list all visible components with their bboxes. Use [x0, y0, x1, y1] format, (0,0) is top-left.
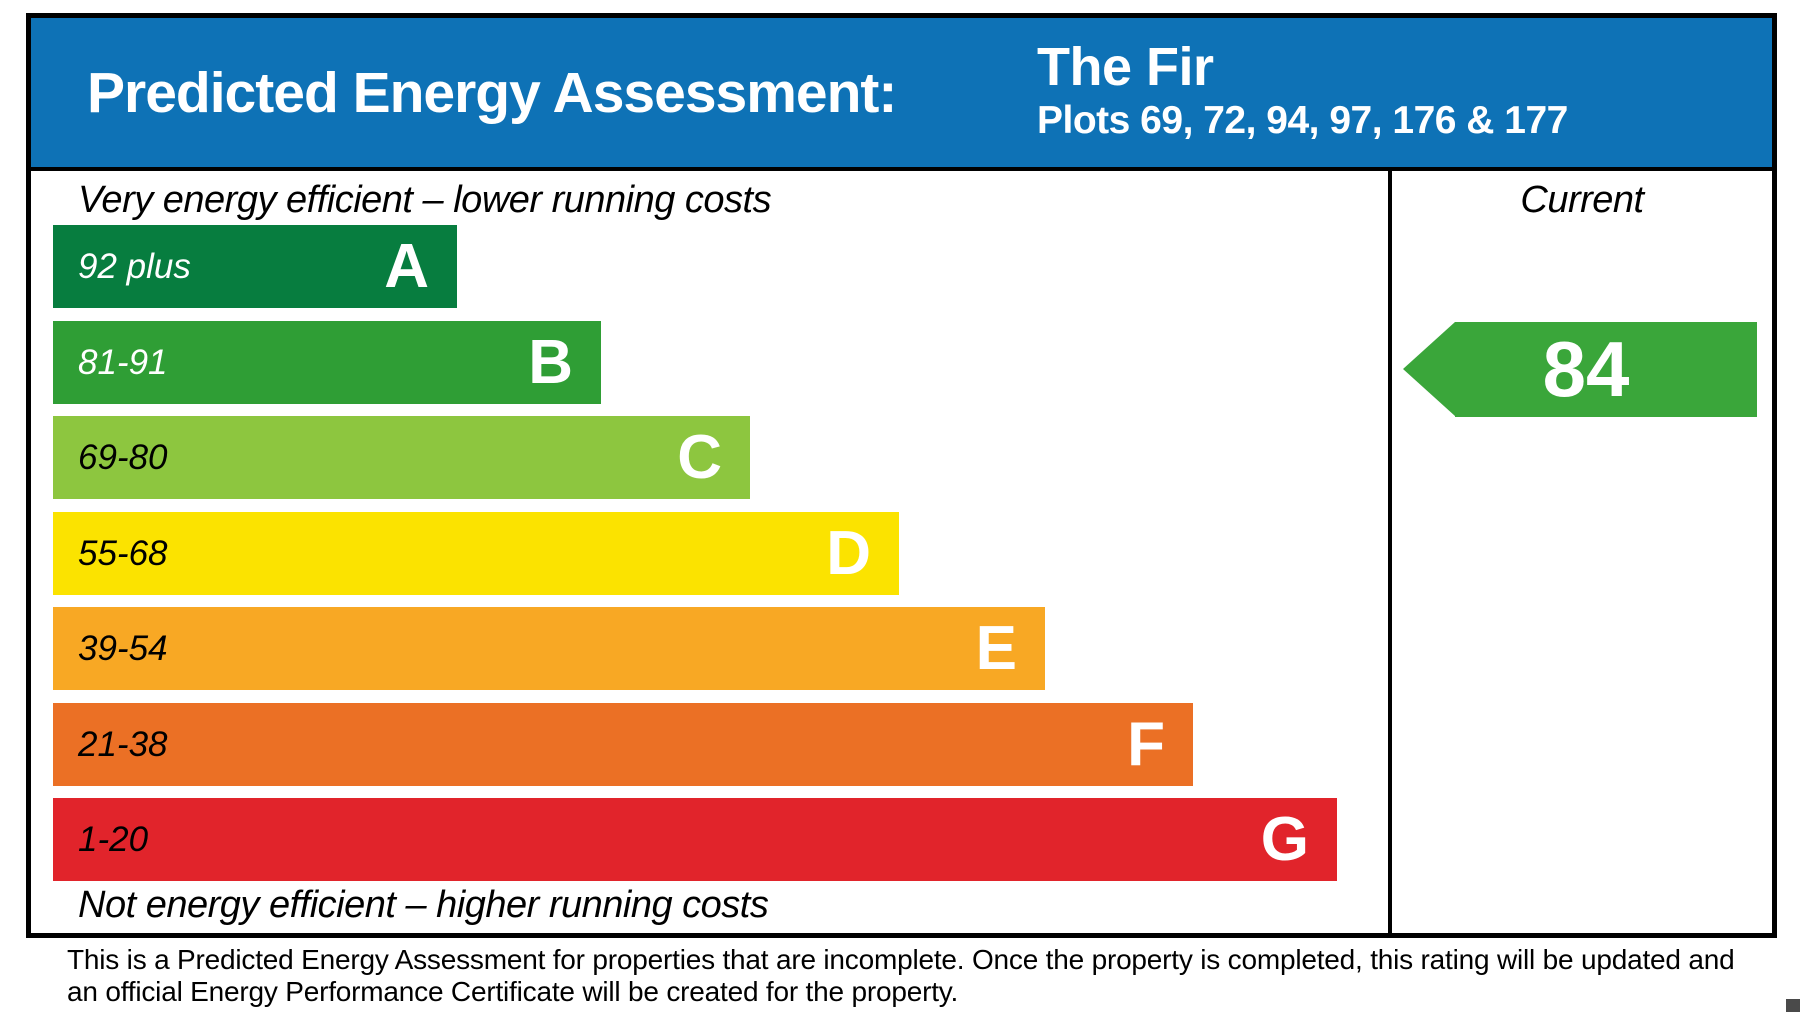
- band-row-a: 92 plus A: [53, 225, 457, 308]
- current-column-label: Current: [1520, 179, 1644, 221]
- band-row-b: 81-91 B: [53, 321, 601, 404]
- band-row-e: 39-54 E: [53, 607, 1045, 690]
- band-range-label: 39-54: [78, 628, 168, 668]
- corner-artifact: [1786, 999, 1800, 1012]
- band-letter: G: [1260, 804, 1309, 874]
- band-letter: C: [677, 422, 722, 492]
- band-row-f: 21-38 F: [53, 703, 1193, 786]
- band-letter: E: [975, 613, 1017, 683]
- footnote-text: This is a Predicted Energy Assessment fo…: [67, 944, 1735, 1007]
- band-range-label: 21-38: [78, 724, 168, 764]
- current-column-divider: [1388, 171, 1392, 933]
- band-letter: D: [826, 518, 871, 588]
- band-letter: F: [1127, 709, 1165, 779]
- arrow-left-point-icon: [1403, 322, 1455, 416]
- band-range-label: 81-91: [78, 342, 168, 382]
- current-rating-arrow: 84: [1403, 322, 1757, 417]
- plots-label: Plots 69, 72, 94, 97, 176 & 177: [1037, 99, 1568, 142]
- property-name: The Fir: [1037, 37, 1214, 97]
- band-letter: A: [384, 231, 429, 301]
- page-title: Predicted Energy Assessment:: [87, 60, 897, 125]
- band-letter: B: [528, 327, 573, 397]
- band-row-g: 1-20 G: [53, 798, 1337, 881]
- band-range-label: 92 plus: [78, 246, 191, 286]
- property-block: The Fir Plots 69, 72, 94, 97, 176 & 177: [1037, 36, 1568, 144]
- band-range-label: 69-80: [78, 437, 168, 477]
- top-caption: Very energy efficient – lower running co…: [78, 179, 772, 221]
- current-rating-body: 84: [1455, 322, 1757, 417]
- current-rating-value: 84: [1542, 325, 1630, 413]
- header-band: Predicted Energy Assessment:: [31, 18, 1772, 171]
- band-range-label: 55-68: [78, 533, 168, 573]
- band-row-d: 55-68 D: [53, 512, 899, 595]
- bottom-caption: Not energy efficient – higher running co…: [78, 884, 769, 926]
- band-range-label: 1-20: [78, 819, 149, 859]
- band-row-c: 69-80 C: [53, 416, 750, 499]
